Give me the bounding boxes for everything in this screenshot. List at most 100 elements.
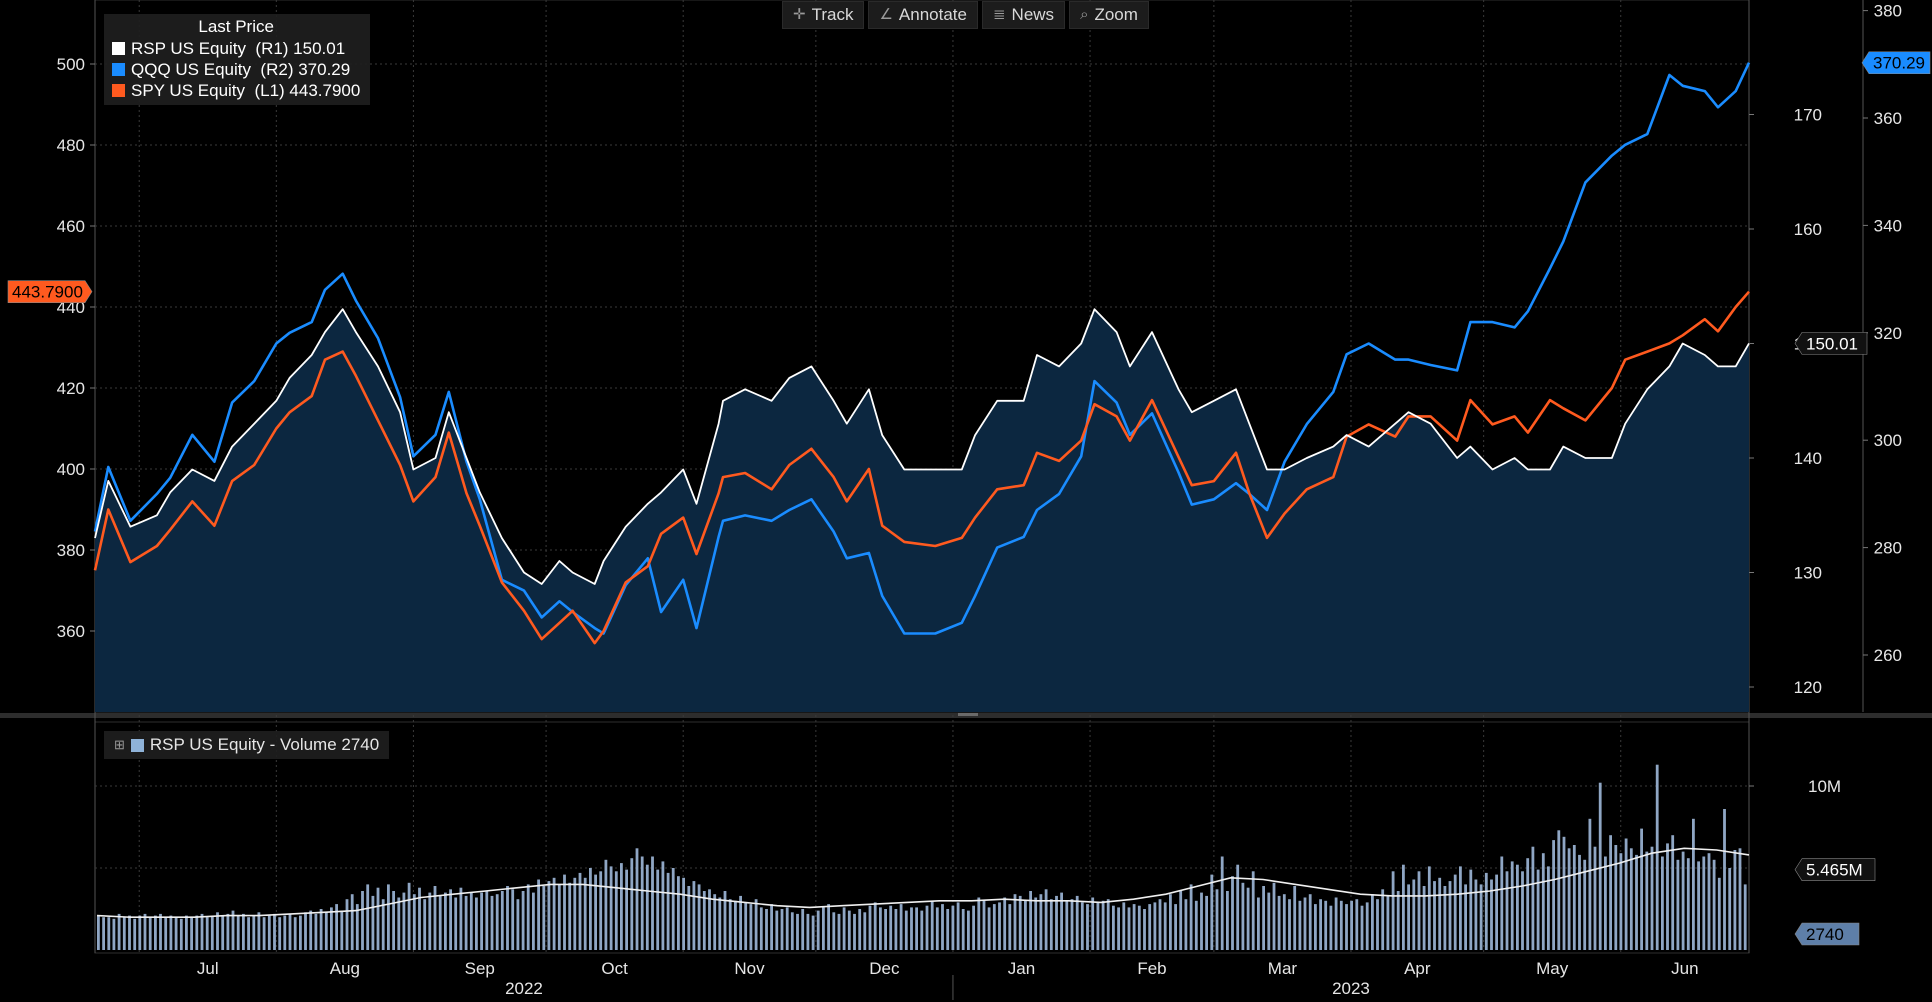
volume-bar <box>1308 894 1312 950</box>
volume-bar <box>314 913 318 950</box>
volume-bar <box>1443 886 1447 950</box>
volume-bar <box>236 915 240 950</box>
volume-bar <box>1339 900 1343 950</box>
volume-bar <box>195 915 199 950</box>
volume-bar <box>1257 897 1260 950</box>
volume-bar <box>324 912 328 950</box>
volume-bar <box>796 913 799 950</box>
volume-bar <box>656 869 660 950</box>
volume-last-value-tag-text: 2740 <box>1806 925 1844 944</box>
track-button[interactable]: ✛ Track <box>782 1 865 29</box>
volume-bar <box>1122 902 1126 950</box>
volume-bar <box>837 913 841 950</box>
legend-item-qqq[interactable]: QQQ US Equity (R2) 370.29 <box>112 59 360 80</box>
volume-bar <box>1712 859 1716 950</box>
volume-bar <box>1598 782 1602 950</box>
volume-bar <box>97 915 100 950</box>
volume-bar <box>692 881 696 950</box>
volume-bar <box>811 915 815 950</box>
volume-bar <box>1640 828 1643 950</box>
legend-swatch-spy <box>112 84 125 97</box>
legend-item-rsp[interactable]: RSP US Equity (R1) 150.01 <box>112 38 360 59</box>
volume-bar <box>1526 858 1530 950</box>
volume-bar <box>112 918 116 950</box>
volume-bar <box>635 848 639 950</box>
volume-bar <box>387 884 390 950</box>
volume-bar <box>728 899 732 950</box>
volume-bar <box>1427 866 1431 950</box>
volume-bar <box>340 910 344 950</box>
volume-bar <box>1293 886 1297 950</box>
annotate-label: Annotate <box>898 5 967 24</box>
left-axis-tick-label: 420 <box>57 379 85 398</box>
volume-bar <box>1174 904 1177 950</box>
volume-bar <box>1143 909 1146 950</box>
volume-bar <box>1137 905 1141 950</box>
volume-bar <box>1686 858 1690 950</box>
volume-bar <box>1655 764 1659 950</box>
volume-bar <box>407 882 411 950</box>
volume-bar <box>1453 874 1457 950</box>
volume-bar <box>708 889 711 950</box>
volume-legend[interactable]: ⊞ RSP US Equity - Volume 2740 <box>104 731 390 759</box>
volume-bar <box>723 891 727 950</box>
volume-bar <box>765 909 768 950</box>
volume-bar <box>1541 853 1545 950</box>
news-button[interactable]: ≣ News <box>981 1 1066 29</box>
volume-bar <box>552 877 556 950</box>
month-label: Jun <box>1671 959 1698 978</box>
volume-bar <box>744 902 748 950</box>
volume-bar <box>547 881 551 950</box>
volume-bar <box>609 866 613 950</box>
right-axis-1-tick-label: 140 <box>1794 449 1822 468</box>
volume-bar <box>262 917 266 950</box>
month-label: Mar <box>1268 959 1298 978</box>
volume-bar <box>355 904 359 950</box>
expand-icon[interactable]: ⊞ <box>114 737 125 752</box>
volume-bar <box>392 891 395 950</box>
volume-bar <box>1288 899 1291 950</box>
volume-bar <box>889 905 893 950</box>
volume-bar <box>910 907 913 950</box>
volume-bar <box>1490 879 1493 950</box>
volume-bar <box>1184 899 1188 950</box>
volume-bar <box>1469 869 1473 950</box>
volume-bar <box>1086 904 1089 950</box>
volume-bar <box>1226 891 1229 950</box>
legend-swatch-rsp <box>112 42 125 55</box>
left-axis-tick-label: 360 <box>57 622 85 641</box>
volume-bar <box>961 909 965 950</box>
legend-label-spy: SPY US Equity (L1) 443.7900 <box>131 81 361 100</box>
qqq-last-value-tag: 370.29 <box>1861 51 1931 75</box>
volume-bar <box>1127 907 1131 950</box>
volume-bar <box>1578 854 1581 950</box>
month-label: Jan <box>1008 959 1035 978</box>
volume-bar <box>832 912 836 950</box>
volume-bar <box>1531 846 1535 950</box>
volume-ma-last-value-tag-text: 5.465M <box>1806 861 1863 880</box>
volume-bar <box>806 913 810 950</box>
news-label: News <box>1011 5 1055 24</box>
volume-bar <box>1277 895 1281 950</box>
volume-bar <box>1547 866 1550 950</box>
volume-bar <box>526 884 530 950</box>
volume-bar <box>304 912 307 950</box>
legend-item-spy[interactable]: SPY US Equity (L1) 443.7900 <box>112 80 360 101</box>
zoom-button[interactable]: ⌕ Zoom <box>1069 1 1149 29</box>
month-label: Jul <box>197 959 219 978</box>
volume-bar <box>330 907 333 950</box>
volume-bar <box>1635 854 1638 950</box>
month-label: Oct <box>601 959 628 978</box>
volume-bar <box>583 877 587 950</box>
volume-bar <box>1572 845 1576 950</box>
volume-bar <box>283 915 287 950</box>
volume-bar <box>490 895 494 950</box>
annotate-button[interactable]: ∠ Annotate <box>868 1 978 29</box>
month-label: May <box>1536 959 1569 978</box>
volume-bar <box>102 917 105 950</box>
volume-bar <box>1495 874 1498 950</box>
right-axis-2-tick-label: 260 <box>1874 646 1902 665</box>
panel-resize-handle <box>958 713 978 716</box>
volume-bar <box>1112 905 1115 950</box>
volume-bar <box>221 915 225 950</box>
